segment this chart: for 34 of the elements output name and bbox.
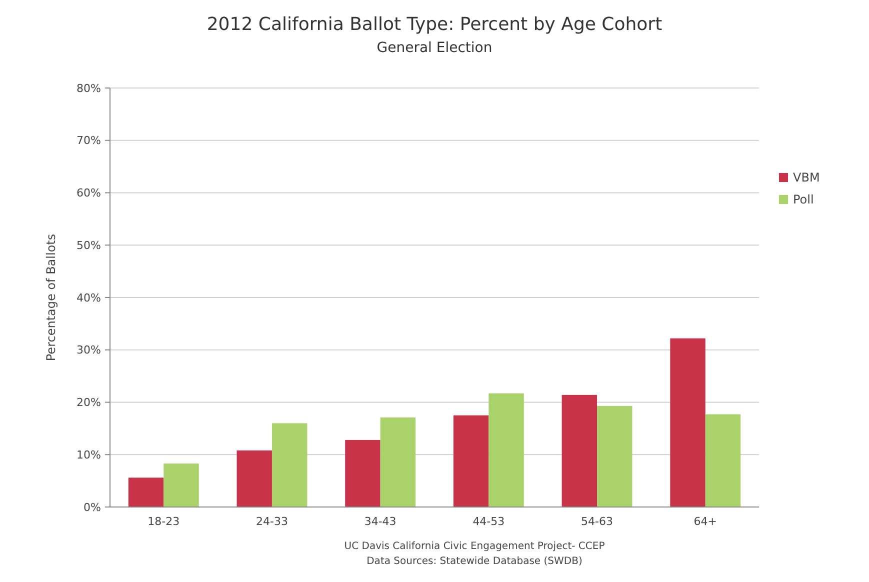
bar <box>164 464 199 507</box>
bar <box>128 478 164 507</box>
y-tick-label: 60% <box>76 186 101 200</box>
bar <box>272 423 308 507</box>
x-tick-label: 44-53 <box>472 515 505 528</box>
y-tick-label: 40% <box>76 291 101 304</box>
y-tick-label: 70% <box>76 134 101 148</box>
x-tick-label: 34-43 <box>364 515 396 528</box>
y-tick-label: 30% <box>76 344 101 357</box>
x-tick-label: 64+ <box>694 515 717 528</box>
y-tick-label: 0% <box>84 500 101 514</box>
chart-title: 2012 California Ballot Type: Percent by Age Cohort <box>206 14 662 35</box>
y-tick-label: 50% <box>76 238 101 252</box>
bar <box>488 393 524 507</box>
y-tick-label: 20% <box>76 396 101 410</box>
bar <box>705 414 741 507</box>
legend-label: Poll <box>793 192 814 206</box>
x-tick-label: 54-63 <box>581 515 614 528</box>
bar <box>236 450 272 507</box>
x-tick-label: 18-23 <box>148 515 180 528</box>
y-tick-label: 80% <box>76 82 101 95</box>
legend-label: VBM <box>793 170 820 184</box>
chart-subtitle: General Election <box>376 40 492 56</box>
bar <box>562 394 598 507</box>
bar <box>597 406 632 507</box>
bar <box>453 415 489 507</box>
bar <box>345 440 380 507</box>
y-axis-title: Percentage of Ballots <box>44 234 58 362</box>
text: Data Sources: Statewide Database (SWDB) <box>366 556 582 567</box>
x-tick-label: 24-33 <box>256 515 288 528</box>
text: UC Davis California Civic Engagement Project- CCEP <box>344 541 605 552</box>
y-tick-label: 10% <box>76 448 101 462</box>
bar <box>670 338 706 507</box>
bar <box>380 417 416 507</box>
